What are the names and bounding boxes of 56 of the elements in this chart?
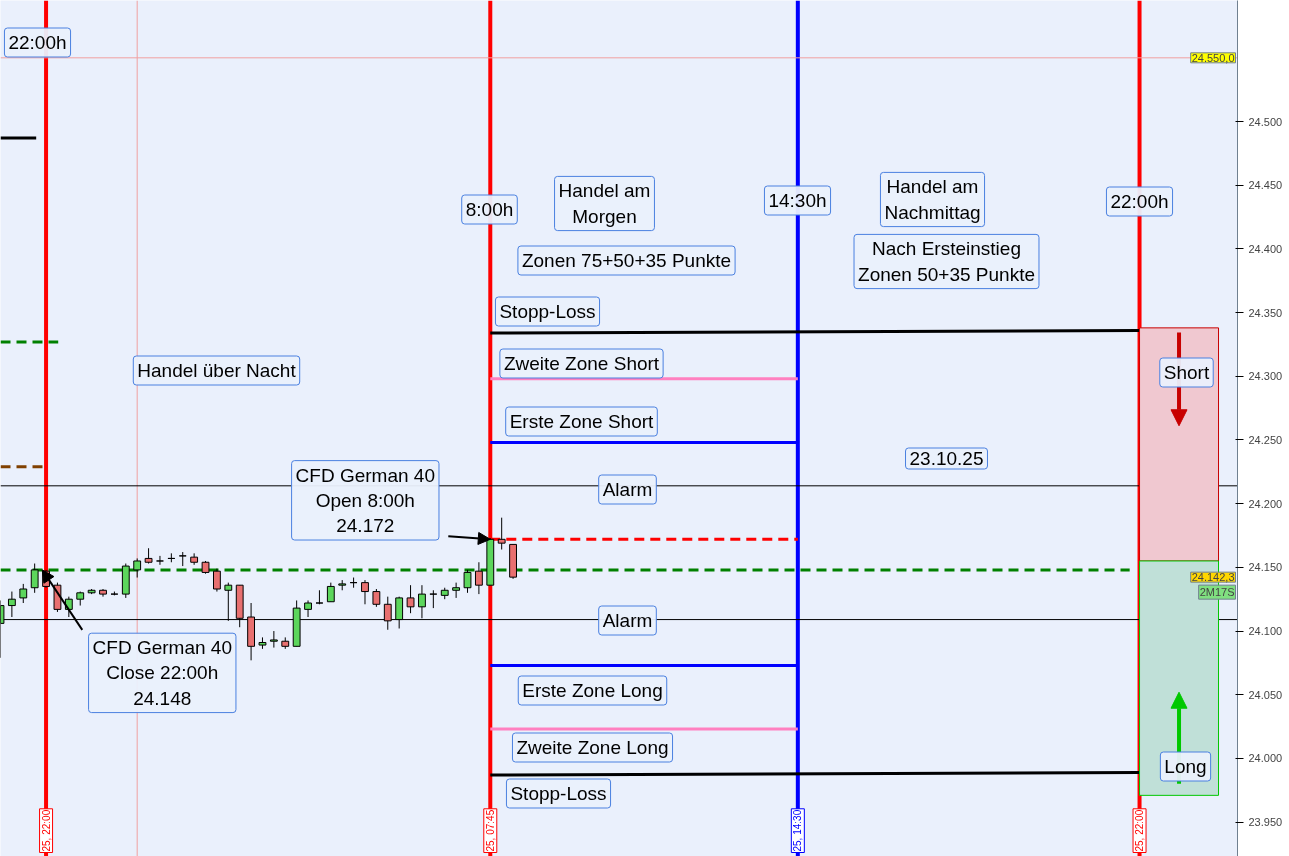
y-tick-label: 24.050	[1248, 688, 1283, 701]
x-tick-label: 25, 22:00	[1134, 809, 1146, 852]
candlestick	[497, 517, 506, 551]
y-tick-label: 24.250	[1248, 433, 1283, 446]
annotation: Erste Zone Long	[522, 680, 663, 701]
annotation: Short	[1163, 362, 1210, 383]
candlestick	[133, 557, 142, 579]
x-tick-label: 25, 22:00	[40, 809, 52, 852]
candlestick	[326, 582, 335, 603]
candlestick	[30, 563, 39, 594]
y-tick-label: 24.300	[1248, 370, 1283, 383]
x-tick-label: 25, 14:30	[792, 809, 804, 852]
annotation: Zonen 75+50+35 Punkte	[521, 250, 732, 271]
annotation: Handel am Nachmittag	[884, 176, 981, 223]
annotation: 22:00h	[1110, 191, 1169, 212]
annotation: 2M17S	[1199, 586, 1235, 599]
candlestick	[452, 582, 461, 599]
annotation: Long	[1164, 756, 1207, 777]
annotation: Stopp-Loss	[510, 783, 607, 804]
candlestick	[190, 552, 199, 566]
y-tick-label: 24.100	[1248, 625, 1283, 638]
candlestick	[406, 584, 415, 614]
annotation: Zweite Zone Long	[516, 737, 669, 758]
y-tick-label: 24.400	[1248, 242, 1283, 255]
candlestick	[213, 568, 221, 593]
candlestick	[474, 561, 483, 595]
candlestick	[361, 579, 369, 605]
annotation: 23.10.25	[909, 448, 984, 469]
y-tick-label: 24.450	[1248, 179, 1283, 192]
y-tick-label: 24.350	[1248, 306, 1283, 319]
candlestick	[7, 591, 16, 618]
candlestick	[269, 630, 278, 649]
y-tick-label: 24.150	[1248, 561, 1283, 574]
annotation: Zweite Zone Short	[503, 353, 660, 374]
annotation: Alarm	[602, 479, 653, 500]
candlestick	[19, 583, 28, 604]
candlestick	[304, 599, 312, 618]
annotation: 24.142,3	[1191, 571, 1235, 584]
annotation: CFD German 40 Open 8:00h 24.172	[295, 464, 435, 537]
annotation: Stopp-Loss	[499, 301, 596, 322]
annotation: Handel über Nacht	[137, 360, 297, 381]
candlestick	[463, 569, 472, 594]
annotation: Erste Zone Short	[509, 411, 655, 432]
annotation: Nach Ersteinstieg Zonen 50+35 Punkte	[858, 238, 1035, 285]
ref-line-label: 24.550,0	[1191, 51, 1235, 64]
y-tick-label: 24.000	[1248, 752, 1283, 765]
annotation: CFD German 40 Close 22:00h 24.148	[92, 637, 232, 709]
y-tick-label: 23.950	[1248, 816, 1283, 829]
annotation: 14:30h	[768, 190, 827, 211]
x-tick-label: 25, 07:45	[484, 809, 496, 852]
annotation: 22:00h	[8, 32, 67, 53]
annotation: Alarm	[602, 610, 653, 631]
annotation: Handel am Morgen	[558, 180, 651, 227]
y-tick-label: 24.200	[1248, 497, 1283, 510]
annotation: 8:00h	[465, 199, 514, 220]
y-tick-label: 24.500	[1248, 115, 1283, 128]
